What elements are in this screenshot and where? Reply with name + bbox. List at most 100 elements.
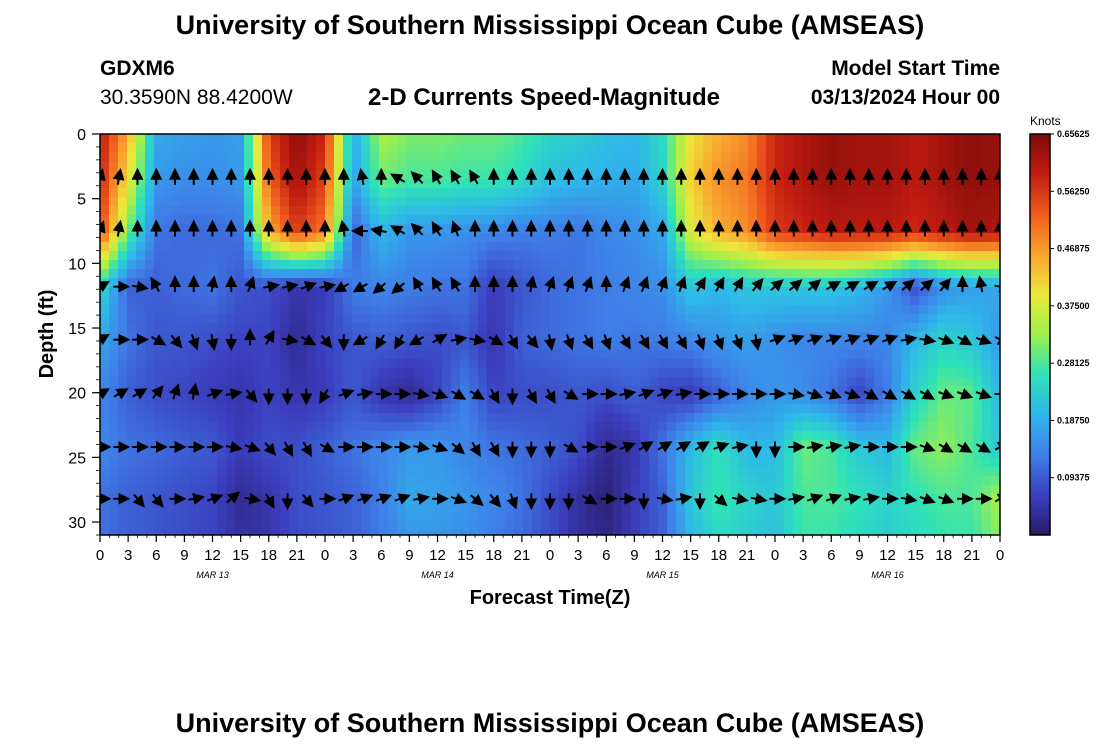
heatmap-cell	[964, 395, 974, 405]
heatmap-cell	[559, 305, 569, 315]
heatmap-cell	[208, 161, 218, 171]
heatmap-cell	[874, 512, 884, 522]
heatmap-cell	[253, 431, 263, 441]
heatmap-cell	[118, 251, 128, 261]
heatmap-cell	[586, 242, 596, 252]
heatmap-cell	[469, 197, 479, 207]
heatmap-cell	[523, 395, 533, 405]
heatmap-cell	[685, 143, 695, 153]
heatmap-cell	[145, 422, 155, 432]
heatmap-cell	[460, 188, 470, 198]
heatmap-cell	[388, 350, 398, 360]
heatmap-cell	[721, 476, 731, 486]
heatmap-cell	[532, 134, 542, 144]
heatmap-cell	[199, 242, 209, 252]
heatmap-cell	[973, 287, 983, 297]
heatmap-cell	[604, 215, 614, 225]
heatmap-cell	[676, 449, 686, 459]
heatmap-cell	[334, 296, 344, 306]
heatmap-cell	[991, 242, 1000, 252]
heatmap-cell	[406, 422, 416, 432]
heatmap-cell	[424, 521, 434, 531]
heatmap-cell	[604, 323, 614, 333]
heatmap-cell	[775, 341, 785, 351]
heatmap-cell	[226, 152, 236, 162]
heatmap-cell	[415, 314, 425, 324]
heatmap-cell	[964, 206, 974, 216]
heatmap-cell	[856, 278, 866, 288]
heatmap-cell	[406, 170, 416, 180]
heatmap-cell	[928, 287, 938, 297]
heatmap-cell	[433, 350, 443, 360]
heatmap-cell	[559, 152, 569, 162]
heatmap-cell	[856, 179, 866, 189]
heatmap-cell	[811, 206, 821, 216]
heatmap-cell	[964, 377, 974, 387]
heatmap-cell	[820, 224, 830, 234]
heatmap-cell	[172, 368, 182, 378]
heatmap-cell	[199, 386, 209, 396]
heatmap-cell	[928, 386, 938, 396]
heatmap-cell	[226, 269, 236, 279]
heatmap-cell	[667, 179, 677, 189]
heatmap-cell	[955, 350, 965, 360]
heatmap-cell	[973, 143, 983, 153]
heatmap-cell	[226, 404, 236, 414]
heatmap-cell	[622, 188, 632, 198]
heatmap-cell	[415, 485, 425, 495]
heatmap-cell	[361, 143, 371, 153]
heatmap-cell	[433, 242, 443, 252]
heatmap-cell	[244, 530, 254, 535]
heatmap-cell	[829, 179, 839, 189]
heatmap-cell	[901, 152, 911, 162]
heatmap-cell	[199, 269, 209, 279]
heatmap-cell	[982, 422, 992, 432]
heatmap-cell	[757, 485, 767, 495]
heatmap-cell	[604, 503, 614, 513]
heatmap-cell	[559, 476, 569, 486]
heatmap-cell	[316, 359, 326, 369]
heatmap-cell	[811, 188, 821, 198]
heatmap-cell	[649, 314, 659, 324]
heatmap-cell	[181, 152, 191, 162]
heatmap-cell	[730, 530, 740, 535]
heatmap-cell	[874, 197, 884, 207]
heatmap-cell	[217, 458, 227, 468]
heatmap-cell	[343, 269, 353, 279]
heatmap-cell	[685, 179, 695, 189]
current-arrow	[619, 275, 631, 293]
heatmap-cell	[676, 215, 686, 225]
heatmap-cell	[802, 152, 812, 162]
heatmap-cell	[586, 422, 596, 432]
heatmap-cell	[289, 341, 299, 351]
heatmap-cell	[352, 530, 362, 535]
heatmap-cell	[964, 413, 974, 423]
heatmap-cell	[334, 521, 344, 531]
heatmap-cell	[658, 269, 668, 279]
heatmap-cell	[532, 269, 542, 279]
heatmap-cell	[424, 179, 434, 189]
heatmap-cell	[829, 287, 839, 297]
heatmap-cell	[667, 449, 677, 459]
heatmap-cell	[856, 503, 866, 513]
heatmap-cell	[532, 314, 542, 324]
heatmap-cell	[784, 404, 794, 414]
heatmap-cell	[775, 233, 785, 243]
heatmap-cell	[136, 431, 146, 441]
heatmap-cell	[973, 512, 983, 522]
heatmap-cell	[334, 134, 344, 144]
heatmap-cell	[964, 296, 974, 306]
heatmap-cell	[334, 269, 344, 279]
current-arrow	[506, 493, 518, 510]
heatmap-cell	[550, 323, 560, 333]
heatmap-cell	[244, 134, 254, 144]
heatmap-cell	[892, 278, 902, 288]
heatmap-cell	[676, 134, 686, 144]
heatmap-cell	[334, 314, 344, 324]
heatmap-cell	[964, 143, 974, 153]
heatmap-cell	[838, 368, 848, 378]
heatmap-cell	[685, 512, 695, 522]
heatmap-cell	[937, 503, 947, 513]
heatmap-cell	[244, 269, 254, 279]
heatmap-cell	[163, 530, 173, 535]
